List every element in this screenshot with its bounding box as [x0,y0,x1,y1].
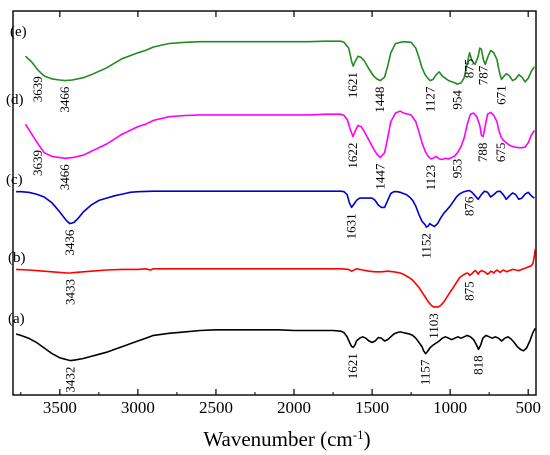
plot-frame [12,10,537,396]
x-tick-label-2000: 2000 [277,398,311,417]
peak-label-c-876: 876 [462,196,477,216]
peak-label-e-1621: 1621 [345,72,360,98]
series-line-c [16,189,535,228]
peak-label-a-3432: 3432 [63,367,78,393]
x-tick-label-500: 500 [515,398,541,417]
x-tick-label-2500: 2500 [199,398,233,417]
series-label-d: (d) [6,92,24,108]
x-tick-label-3000: 3000 [121,398,155,417]
x-axis-title-close: ) [364,427,371,451]
peak-label-a-1621: 1621 [345,353,360,379]
x-tick-label-1500: 1500 [355,398,389,417]
series-label-b: (b) [8,250,26,266]
series-line-e [24,40,536,85]
x-axis-title: Wavenumber (cm-1) [203,427,370,451]
peak-label-e-3639: 3639 [30,76,45,102]
peak-label-e-3466: 3466 [57,86,72,113]
series-line-a [15,328,536,362]
peak-label-e-1127: 1127 [422,86,437,112]
peak-label-c-1631: 1631 [344,213,359,239]
series-layer: (e) (d) (c) (b) (a) [6,24,536,362]
peak-label-d-1622: 1622 [345,143,360,169]
series-line-d [24,110,536,161]
peak-label-e-954: 954 [449,90,464,110]
x-tick-label-3500: 3500 [43,398,77,417]
peak-label-d-1123: 1123 [423,165,438,191]
series-line-b [16,248,536,309]
peak-label-d-3639: 3639 [30,150,45,176]
peak-label-d-953: 953 [450,159,465,179]
peak-label-d-675: 675 [493,143,508,163]
series-label-c: (c) [6,172,23,188]
peak-label-a-818: 818 [471,355,486,375]
peak-label-e-875: 875 [462,59,477,79]
peak-label-d-3466: 3466 [57,164,72,191]
peak-label-b-875: 875 [462,281,477,301]
peak-label-b-3433: 3433 [62,279,77,305]
peak-label-e-1448: 1448 [372,87,387,113]
x-axis-title-sup: -1 [353,427,364,442]
peak-label-d-788: 788 [475,143,490,163]
peak-label-c-3436: 3436 [62,229,77,256]
peak-label-c-1152: 1152 [418,233,433,259]
x-tick-label-1000: 1000 [433,398,467,417]
x-axis-title-main: Wavenumber (cm [203,427,352,451]
peak-label-b-1103: 1103 [426,313,441,339]
peak-label-d-1447: 1447 [372,163,387,190]
x-axis: 3500 3000 2500 2000 1500 1000 500 [20,11,541,417]
peak-label-e-671: 671 [494,85,509,105]
peak-label-a-1157: 1157 [418,359,433,385]
series-label-a: (a) [8,311,25,327]
series-label-e: (e) [10,24,27,40]
peak-label-e-787: 787 [475,65,490,85]
